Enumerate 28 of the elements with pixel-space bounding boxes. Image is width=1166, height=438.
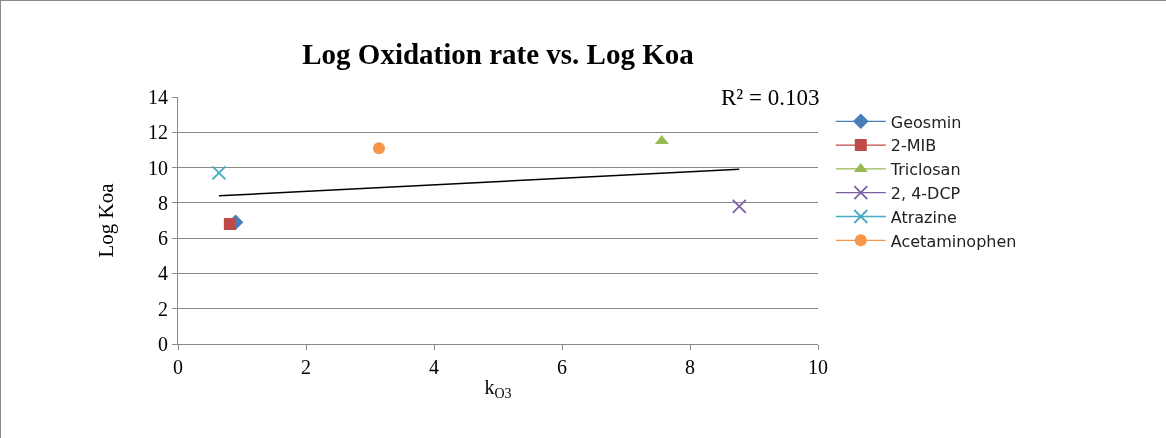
legend-label: Acetaminophen <box>890 231 1017 251</box>
y-tick-label: 8 <box>158 191 168 214</box>
x-tick-label: 2 <box>301 356 311 378</box>
point <box>731 198 747 214</box>
x-axis-title: k$_{O3}$ <box>484 375 512 401</box>
legend-label: 2, 4-DCP <box>890 183 961 203</box>
y-tick-label: 6 <box>158 227 168 250</box>
x-tick-label: 8 <box>685 356 695 378</box>
chart-title: Log Oxidation rate vs. Log Koa <box>302 37 695 70</box>
point <box>372 142 385 155</box>
x-tick-label: 10 <box>808 356 828 378</box>
legend-label: Atrazine <box>890 207 957 227</box>
y-axis-title: Log Koa <box>94 182 119 258</box>
legend-label: 2-MIB <box>890 136 937 156</box>
y-tick-label: 4 <box>158 262 168 285</box>
x-tick-label: 0 <box>173 356 183 378</box>
annotation: R² = 0.103 <box>721 85 820 110</box>
y-tick-label: 12 <box>148 121 168 144</box>
legend-label: Geosmin <box>890 112 962 132</box>
point <box>223 218 236 231</box>
y-tick-label: 2 <box>158 297 168 320</box>
x-tick-label: 6 <box>557 356 567 378</box>
y-tick-label: 14 <box>148 86 168 108</box>
point <box>211 165 227 181</box>
y-tick-label: 10 <box>148 156 168 179</box>
x-tick-label: 4 <box>429 356 439 378</box>
y-tick-label: 0 <box>158 333 168 355</box>
legend-label: Triclosan <box>889 160 961 180</box>
